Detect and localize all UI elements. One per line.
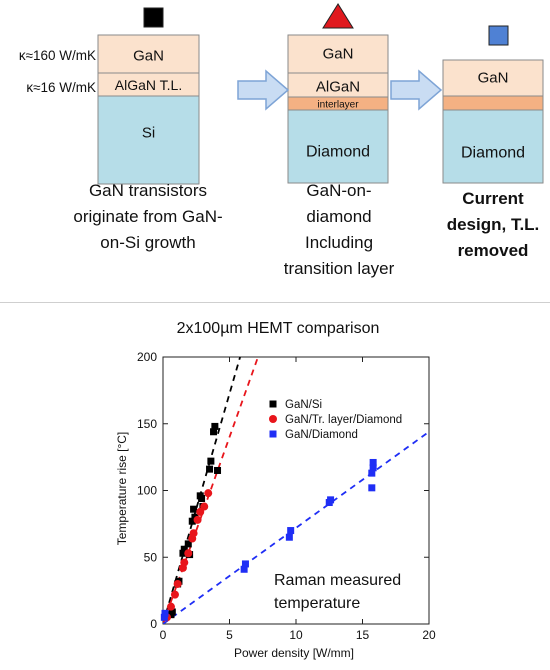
layer-label: AlGaN	[316, 78, 360, 95]
layer-gan	[97, 34, 200, 74]
x-tick-label: 15	[356, 628, 370, 642]
conductivity-label: κ≈160 W/mK	[19, 48, 96, 63]
data-point	[173, 579, 182, 588]
y-tick-label: 50	[144, 550, 158, 564]
layer-substrate	[442, 109, 544, 184]
data-point	[214, 466, 222, 474]
y-tick-label: 150	[137, 417, 157, 431]
chart-annotation: Raman measured	[274, 572, 401, 589]
stack-caption-line: Current	[462, 189, 524, 208]
section-divider	[0, 302, 550, 303]
stack-caption-line: removed	[458, 241, 529, 260]
stack-caption-line: design, T.L.	[447, 215, 540, 234]
data-point	[204, 489, 213, 498]
layer-substrate	[97, 95, 200, 185]
data-point	[166, 602, 175, 611]
layer-stack-1: GaN AlGaN T.L. Si κ≈160 W/mK κ≈16 W/mK GaN tr…	[19, 7, 223, 252]
data-point	[170, 590, 179, 599]
data-point	[200, 502, 209, 511]
x-tick-label: 10	[289, 628, 303, 642]
y-tick-label: 200	[137, 350, 157, 364]
chart-annotation: temperature	[274, 595, 360, 612]
layer-gan	[442, 59, 544, 97]
data-point	[184, 540, 192, 548]
legend-label: GaN/Diamond	[285, 429, 358, 441]
layer-label: AlGaN T.L.	[115, 77, 182, 93]
x-tick-label: 0	[160, 628, 167, 642]
data-point	[180, 558, 189, 567]
data-point	[368, 484, 376, 492]
data-point	[368, 469, 376, 477]
data-point	[207, 457, 215, 465]
series-3	[160, 458, 377, 621]
layer-substrate	[287, 109, 389, 184]
data-point	[210, 428, 218, 436]
data-point	[160, 613, 168, 621]
layer-label: Si	[142, 124, 155, 141]
stack-caption-line: on-Si growth	[100, 233, 195, 252]
stack-caption-line: GaN transistors	[89, 181, 207, 200]
marker-square-icon	[143, 7, 164, 28]
data-point	[285, 533, 293, 541]
data-point	[241, 560, 249, 568]
y-tick-label: 0	[150, 617, 157, 631]
data-point	[184, 549, 193, 558]
stack-caption-line: transition layer	[284, 259, 395, 278]
layer-stack-3: GaN Diamond Current design, T.L. removed	[442, 25, 544, 260]
transition-arrow-icon	[390, 69, 443, 111]
legend-label: GaN/Tr. layer/Diamond	[285, 414, 402, 426]
data-point	[369, 464, 377, 472]
x-tick-label: 20	[422, 628, 436, 642]
stack-caption-line: GaN-on-	[306, 181, 371, 200]
layer-label: interlayer	[317, 100, 359, 111]
marker-square-icon	[488, 25, 509, 46]
y-tick-label: 100	[137, 484, 157, 498]
data-point	[198, 495, 206, 503]
series-2	[162, 489, 213, 622]
data-point	[188, 517, 196, 525]
data-point	[206, 465, 214, 473]
x-tick-label: 5	[226, 628, 233, 642]
data-point	[269, 430, 277, 438]
data-point	[168, 608, 176, 616]
data-point	[240, 565, 248, 573]
transition-arrow-icon	[237, 69, 290, 111]
data-point	[180, 545, 188, 553]
marker-triangle-icon	[322, 3, 354, 29]
stack-caption-line: diamond	[306, 207, 371, 226]
layer-label: Diamond	[306, 144, 370, 161]
y-axis-label: Temperature rise [°C]	[115, 432, 129, 546]
chart-title: 2x100µm HEMT comparison	[177, 320, 380, 337]
stack-caption-line: Including	[305, 233, 373, 252]
data-point	[190, 505, 198, 513]
data-point	[287, 527, 295, 535]
data-point	[193, 515, 202, 524]
data-point	[327, 496, 335, 504]
layer-label: GaN	[323, 45, 354, 62]
data-point	[189, 529, 198, 538]
layer-stack-2: GaN AlGaN interlayer Diamond GaN-on-diamond I…	[284, 3, 395, 278]
legend-label: GaN/Si	[285, 399, 322, 411]
layer-gan	[287, 34, 389, 74]
stack-caption-line: originate from GaN-	[73, 207, 222, 226]
conductivity-label: κ≈16 W/mK	[26, 80, 96, 95]
layer-interlayer	[442, 95, 544, 111]
layer-label: Diamond	[461, 145, 525, 162]
layer-stack-panel: GaN AlGaN T.L. Si κ≈160 W/mK κ≈16 W/mK GaN tr…	[19, 3, 544, 278]
x-axis-label: Power density [W/mm]	[234, 646, 354, 660]
data-point	[179, 549, 187, 557]
layer-label: GaN	[478, 69, 509, 86]
data-point	[269, 400, 277, 408]
layer-label: GaN	[133, 47, 164, 64]
data-point	[369, 458, 377, 466]
data-point	[269, 415, 277, 423]
data-point	[211, 422, 219, 430]
data-point	[161, 609, 169, 617]
